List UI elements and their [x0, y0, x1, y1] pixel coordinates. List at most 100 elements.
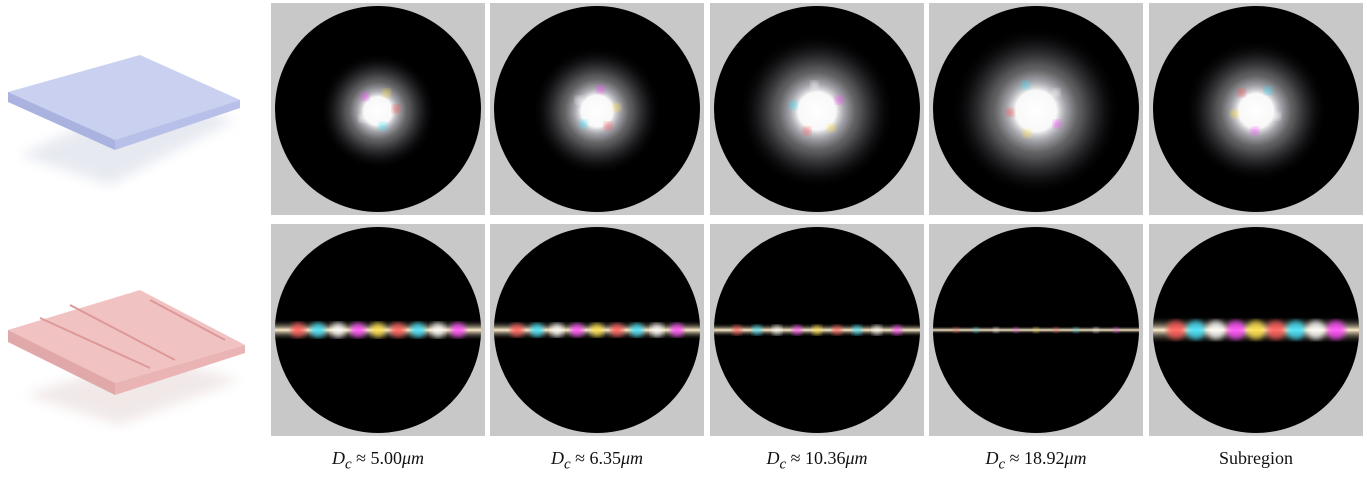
speck [359, 114, 367, 122]
speck [1273, 112, 1281, 120]
caption-symbol: D [985, 448, 998, 468]
speck [1022, 81, 1030, 89]
streak-dot [371, 323, 386, 338]
streak-dot [1327, 321, 1346, 340]
streak-dot [1033, 327, 1038, 332]
caption-unit: μm [621, 448, 643, 468]
streak-dot [812, 325, 821, 334]
figure-art [0, 0, 1367, 440]
caption-value: ≈ 10.36 [791, 448, 846, 468]
speck [789, 101, 797, 109]
streak-dot [630, 323, 643, 336]
streak-dot [1093, 327, 1098, 332]
streak-dot [792, 325, 801, 334]
streak-dot [1167, 321, 1186, 340]
speck [597, 85, 605, 93]
streak-dot [973, 327, 978, 332]
streak-dot [852, 325, 861, 334]
streak-dot [832, 325, 841, 334]
speck [803, 127, 811, 135]
streak-dot [550, 323, 563, 336]
streak-dot [670, 323, 683, 336]
streak-dot [1073, 327, 1078, 332]
caption: Dc ≈ 5.00μm [271, 448, 485, 474]
blob [562, 76, 632, 146]
streak-dot [510, 323, 523, 336]
speck [575, 96, 583, 104]
caption: Dc ≈ 18.92μm [929, 448, 1143, 474]
speck [1264, 87, 1272, 95]
caption-subscript: c [564, 457, 571, 473]
streak-dot [351, 323, 366, 338]
speck [1251, 127, 1259, 135]
streak-dot [872, 325, 881, 334]
speck [604, 122, 612, 130]
speck [1052, 89, 1060, 97]
blob [1218, 73, 1295, 150]
blob [775, 69, 859, 153]
speck [379, 122, 387, 130]
streak-dot [1287, 321, 1306, 340]
streak-dot [993, 327, 998, 332]
speck [828, 124, 836, 132]
streak-dot [570, 323, 583, 336]
speck [361, 93, 369, 101]
caption-subscript: c [779, 457, 786, 473]
streak-dot [391, 323, 406, 338]
surface-pink [8, 290, 245, 425]
speck [1023, 129, 1031, 137]
streak-dot [1307, 321, 1326, 340]
caption-value: ≈ 5.00 [356, 448, 402, 468]
caption: Dc ≈ 6.35μm [490, 448, 704, 474]
streak-dot [1247, 321, 1266, 340]
streak-dot [1187, 321, 1206, 340]
streak-dot [311, 323, 326, 338]
caption-symbol: D [551, 448, 564, 468]
speck [835, 96, 843, 104]
streak-dot [650, 323, 663, 336]
speck [1006, 109, 1014, 117]
speck [613, 103, 621, 111]
streak-dot [291, 323, 306, 338]
caption: Subregion [1149, 448, 1363, 469]
streak-dot [610, 323, 623, 336]
caption-unit: μm [402, 448, 424, 468]
streak-dot [331, 323, 346, 338]
streak-dot [590, 323, 603, 336]
streak-dot [1013, 327, 1018, 332]
streak-dot [411, 323, 426, 338]
streak-dot [1267, 321, 1286, 340]
caption: Dc ≈ 10.36μm [710, 448, 924, 474]
surface-blue [8, 55, 240, 185]
streak-dot [1207, 321, 1226, 340]
streak-dot [1053, 327, 1058, 332]
caption-symbol: D [332, 448, 345, 468]
caption-symbol: D [766, 448, 779, 468]
streak-dot [772, 325, 781, 334]
streak-dot [451, 323, 466, 338]
panels [271, 3, 1363, 436]
caption-subscript: c [998, 457, 1005, 473]
speck [1053, 120, 1061, 128]
speck [382, 89, 390, 97]
streak-dot [1227, 321, 1246, 340]
streak-dot [732, 325, 741, 334]
streak-dot [953, 327, 958, 332]
caption-value: ≈ 18.92 [1010, 448, 1065, 468]
caption-subscript: c [345, 457, 352, 473]
blob [991, 66, 1082, 157]
figure: Dc ≈ 5.00μmDc ≈ 6.35μmDc ≈ 10.36μmDc ≈ 1… [0, 0, 1367, 477]
blob [347, 80, 410, 143]
speck [392, 105, 400, 113]
caption-value: ≈ 6.35 [575, 448, 621, 468]
caption-unit: μm [1065, 448, 1087, 468]
streak-dot [1113, 327, 1118, 332]
caption-unit: μm [846, 448, 868, 468]
streak-dot [431, 323, 446, 338]
speck [1238, 88, 1246, 96]
caption-label: Subregion [1219, 448, 1293, 468]
speck [580, 120, 588, 128]
streak-dot [530, 323, 543, 336]
streak-dot [752, 325, 761, 334]
streak-dot [892, 325, 901, 334]
